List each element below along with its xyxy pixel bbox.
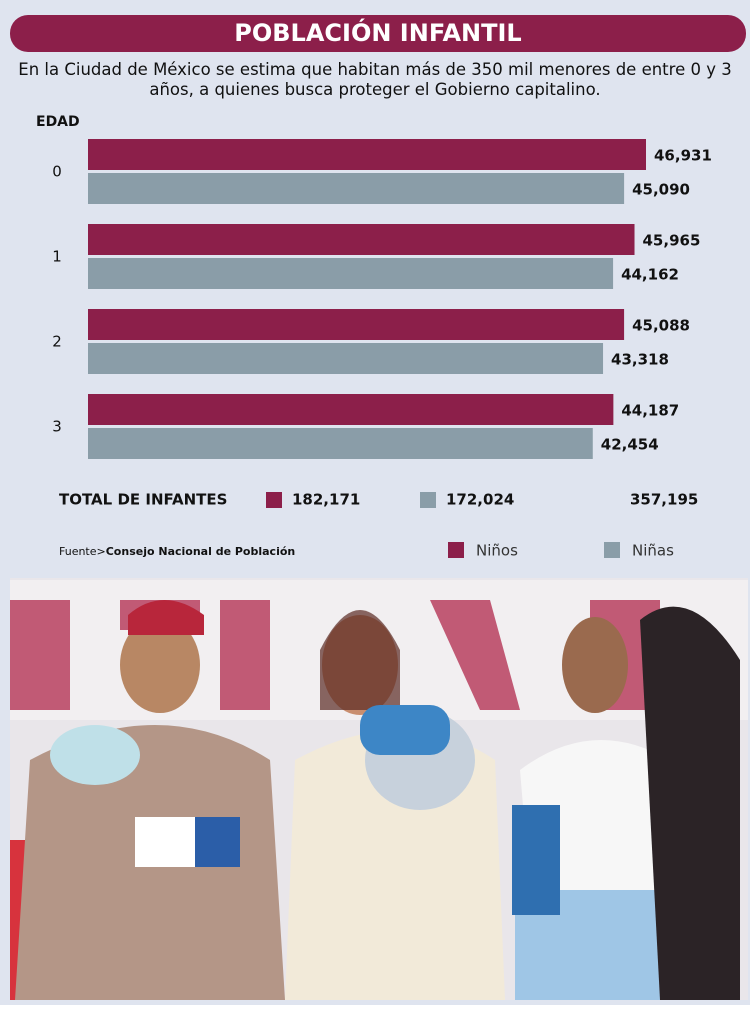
y-tick-label: 2 bbox=[52, 333, 62, 351]
y-axis-label: EDAD bbox=[36, 114, 80, 130]
total-swatch bbox=[266, 492, 282, 508]
total-swatch bbox=[420, 492, 436, 508]
subtitle-box: En la Ciudad de México se estima que hab… bbox=[18, 60, 732, 99]
legend-swatch bbox=[604, 542, 620, 558]
grand-total: 357,195 bbox=[630, 491, 698, 509]
bar bbox=[88, 428, 593, 459]
title-band bbox=[10, 15, 746, 52]
title: POBLACIÓN INFANTIL bbox=[234, 17, 521, 47]
bar bbox=[88, 139, 646, 170]
total-value: 182,171 bbox=[292, 491, 360, 509]
bar bbox=[88, 224, 635, 255]
value-label: 42,454 bbox=[601, 436, 659, 454]
value-label: 46,931 bbox=[654, 147, 712, 165]
value-label: 45,090 bbox=[632, 181, 690, 199]
y-tick-label: 0 bbox=[52, 163, 62, 181]
y-tick-label: 3 bbox=[52, 418, 62, 436]
y-tick-label: 1 bbox=[52, 248, 62, 266]
value-label: 45,965 bbox=[643, 232, 701, 250]
bar bbox=[88, 258, 614, 289]
subtitle: En la Ciudad de México se estima que hab… bbox=[18, 60, 732, 99]
bar bbox=[88, 394, 614, 425]
total-title: TOTAL DE INFANTES bbox=[59, 491, 227, 509]
bar bbox=[88, 173, 625, 204]
value-label: 43,318 bbox=[611, 351, 669, 369]
source-name: Consejo Nacional de Población bbox=[106, 545, 296, 558]
source: Fuente>Consejo Nacional de Población bbox=[59, 545, 295, 558]
bar bbox=[88, 309, 625, 340]
legend-label: Niñas bbox=[632, 542, 674, 560]
legend-swatch bbox=[448, 542, 464, 558]
value-label: 45,088 bbox=[632, 317, 690, 335]
total-value: 172,024 bbox=[446, 491, 514, 509]
photo bbox=[10, 578, 748, 1000]
value-label: 44,162 bbox=[621, 266, 679, 284]
legend-label: Niños bbox=[476, 542, 518, 560]
value-label: 44,187 bbox=[621, 402, 679, 420]
source-prefix: Fuente> bbox=[59, 545, 106, 558]
bar bbox=[88, 343, 604, 374]
